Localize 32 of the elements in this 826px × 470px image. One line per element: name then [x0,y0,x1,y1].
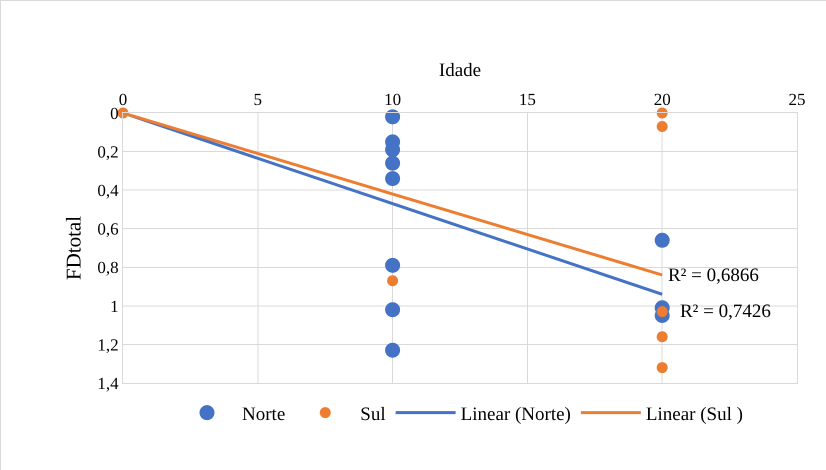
y-tick-label: 0 [110,104,119,123]
point [656,362,668,374]
point [385,258,400,273]
point [385,171,400,186]
point [385,109,400,124]
point [656,331,668,342]
legend-label: Norte [242,404,286,426]
y-tick-label: 1 [110,296,119,316]
point [654,232,670,248]
x-tick-label: 25 [788,90,806,110]
y-tick-label: 0,8 [97,258,119,278]
point [385,302,400,318]
y-tick-label: 1,4 [97,374,120,393]
legend-label: Sul [360,404,386,426]
legend-label: Linear (Norte) [460,404,571,426]
point [385,156,400,171]
point [387,275,398,286]
annotation: R² = 0,6866 [668,265,759,286]
point [656,121,668,132]
y-tick-label: 1,2 [97,335,119,354]
x-tick-label: 10 [384,90,402,110]
y-tick-label: 0,6 [97,220,119,239]
x-tick-label: 5 [254,90,262,110]
x-axis-title: Idade [438,60,482,82]
legend-label: Linear (Sul ) [646,404,743,426]
y-axis-title: FDtotal [62,216,86,280]
point [385,342,400,358]
y-tick-label: 0,2 [97,142,119,162]
annotation: R² = 0,7426 [680,301,771,322]
x-tick-label: 15 [518,90,536,110]
y-tick-label: 0,4 [97,181,120,200]
x-tick-label: 20 [654,90,671,110]
